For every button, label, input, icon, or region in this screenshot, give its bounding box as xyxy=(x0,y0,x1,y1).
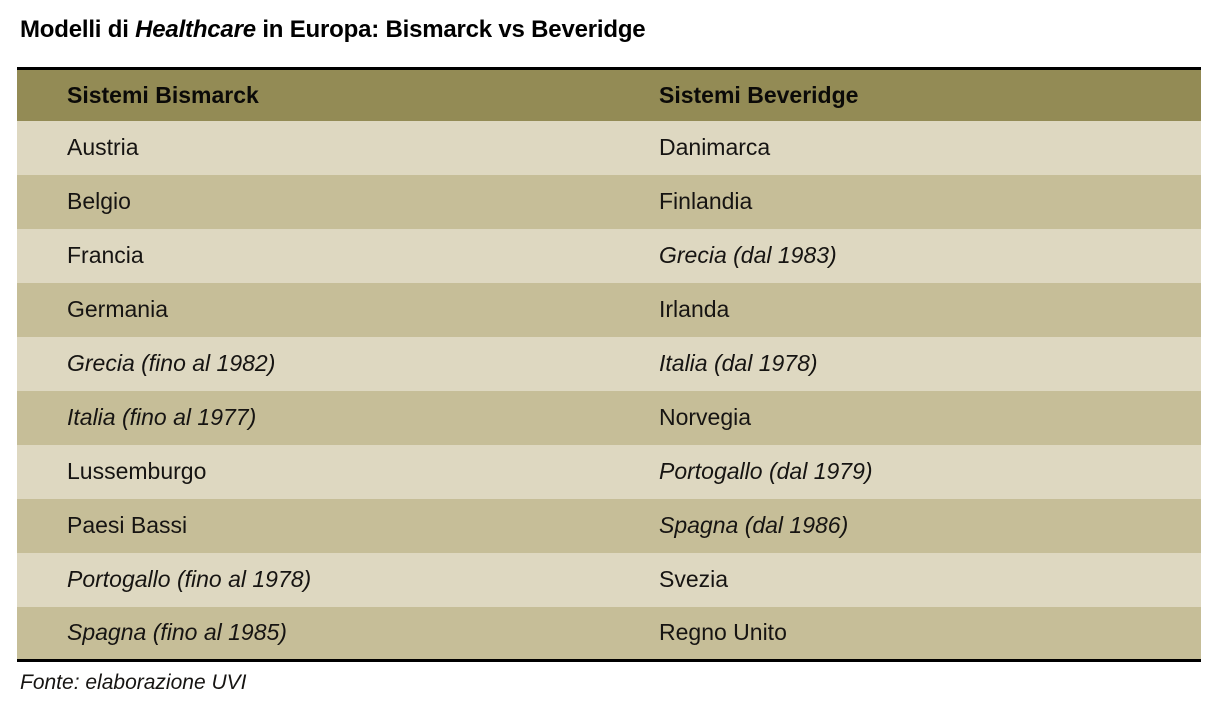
healthcare-models-table: Sistemi Bismarck Sistemi Beveridge Austr… xyxy=(17,67,1201,662)
cell-bismarck: Paesi Bassi xyxy=(17,498,609,553)
table-header-row: Sistemi Bismarck Sistemi Beveridge xyxy=(17,68,1201,121)
table-row: Italia (fino al 1977) Norvegia xyxy=(17,390,1201,445)
table-row: Portogallo (fino al 1978) Svezia xyxy=(17,552,1201,607)
cell-bismarck: Belgio xyxy=(17,174,609,229)
table-row: Belgio Finlandia xyxy=(17,174,1201,229)
cell-bismarck: Spagna (fino al 1985) xyxy=(17,606,609,661)
cell-beveridge: Finlandia xyxy=(609,174,1201,229)
cell-beveridge: Irlanda xyxy=(609,282,1201,337)
table-header: Sistemi Bismarck Sistemi Beveridge xyxy=(17,68,1201,121)
cell-beveridge: Norvegia xyxy=(609,390,1201,445)
table-row: Austria Danimarca xyxy=(17,120,1201,175)
cell-bismarck: Francia xyxy=(17,228,609,283)
cell-beveridge: Danimarca xyxy=(609,120,1201,175)
page-title-suffix: in Europa: Bismarck vs Beveridge xyxy=(255,16,646,43)
table-row: Germania Irlanda xyxy=(17,282,1201,337)
cell-beveridge: Regno Unito xyxy=(609,606,1201,661)
cell-bismarck: Grecia (fino al 1982) xyxy=(17,336,609,391)
cell-bismarck: Germania xyxy=(17,282,609,337)
page-title: Modelli di Healthcare in Europa: Bismarc… xyxy=(0,0,1218,44)
table-row: Paesi Bassi Spagna (dal 1986) xyxy=(17,498,1201,553)
cell-bismarck: Portogallo (fino al 1978) xyxy=(17,552,609,607)
cell-beveridge: Svezia xyxy=(609,552,1201,607)
table-row: Grecia (fino al 1982) Italia (dal 1978) xyxy=(17,336,1201,391)
cell-beveridge: Spagna (dal 1986) xyxy=(609,498,1201,553)
table-body: Austria Danimarca Belgio Finlandia Francia Gr… xyxy=(17,120,1201,661)
column-header-beveridge: Sistemi Beveridge xyxy=(609,68,1201,121)
cell-beveridge: Portogallo (dal 1979) xyxy=(609,444,1201,499)
cell-bismarck: Italia (fino al 1977) xyxy=(17,390,609,445)
table-row: Lussemburgo Portogallo (dal 1979) xyxy=(17,444,1201,499)
cell-bismarck: Austria xyxy=(17,120,609,175)
page-title-prefix: Modelli di xyxy=(20,16,136,43)
source-note: Fonte: elaborazione UVI xyxy=(20,671,247,694)
page-title-emphasis: Healthcare xyxy=(135,16,256,43)
cell-beveridge: Grecia (dal 1983) xyxy=(609,228,1201,283)
table-row: Spagna (fino al 1985) Regno Unito xyxy=(17,606,1201,661)
column-header-bismarck: Sistemi Bismarck xyxy=(17,68,609,121)
table-row: Francia Grecia (dal 1983) xyxy=(17,228,1201,283)
cell-beveridge: Italia (dal 1978) xyxy=(609,336,1201,391)
cell-bismarck: Lussemburgo xyxy=(17,444,609,499)
